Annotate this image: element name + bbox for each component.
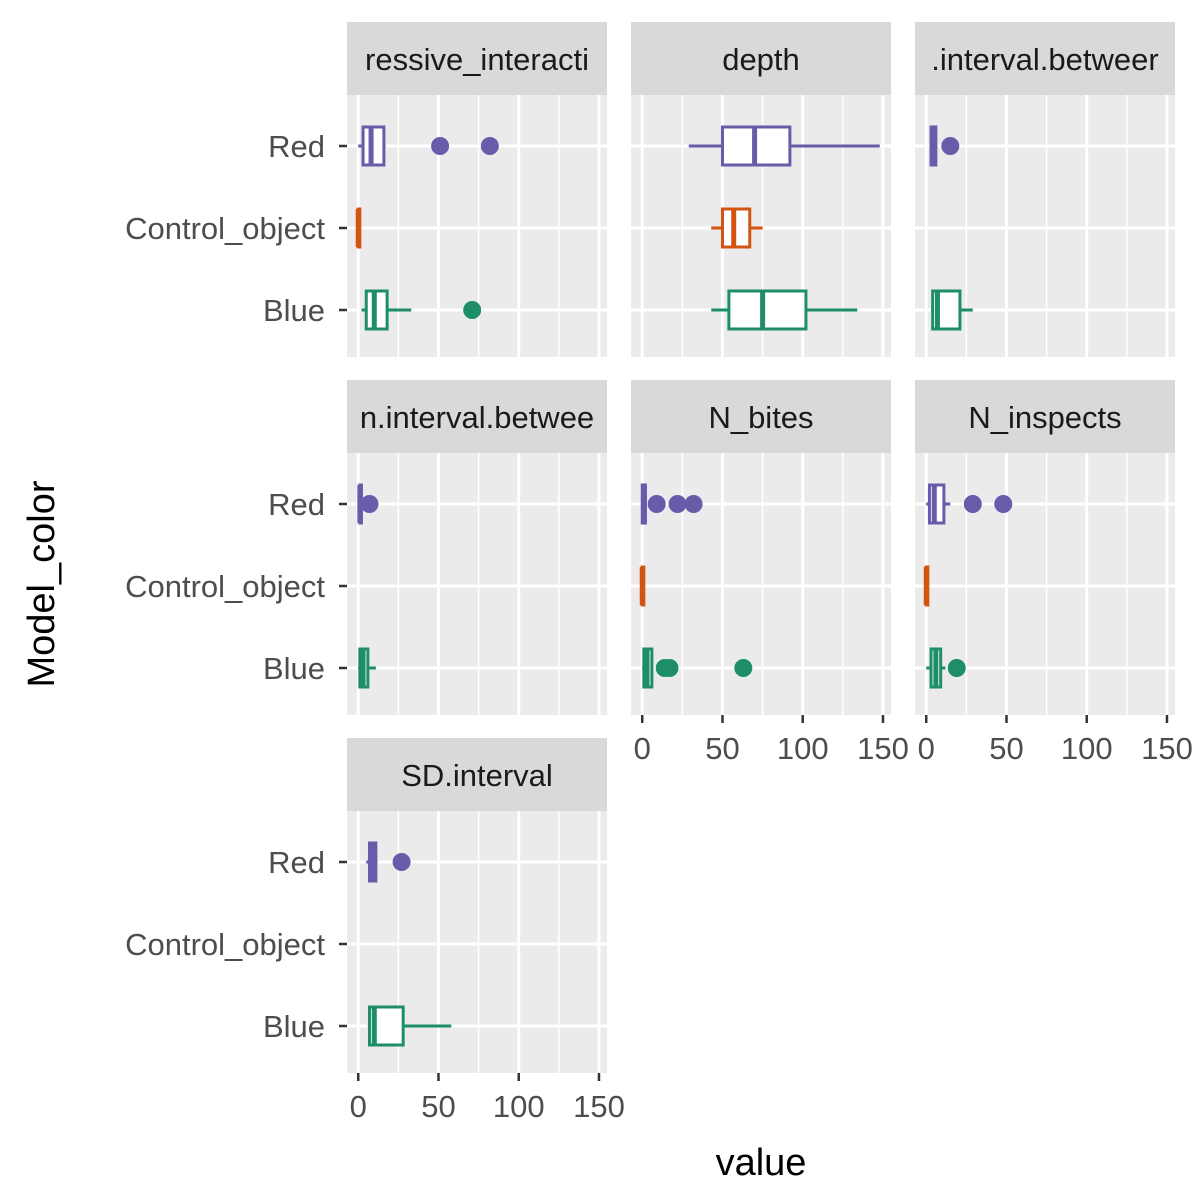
- category-label-control-object: Control_object: [125, 927, 325, 962]
- outlier-point: [941, 137, 960, 155]
- category-label-blue: Blue: [263, 293, 325, 328]
- boxplot-blue: [367, 1005, 452, 1047]
- category-labels-layer: Red Control_object Blue Red Control_object Bl…: [125, 129, 347, 1044]
- facet-panel: .interval.betweer: [915, 22, 1175, 357]
- x-tick-label: 100: [777, 731, 829, 766]
- facet-strip: [347, 22, 607, 95]
- facet-panel: SD.interval: [347, 738, 607, 1073]
- x-tick-label: 150: [1141, 731, 1193, 766]
- outlier-point: [947, 659, 966, 677]
- facet-strip: [915, 22, 1175, 95]
- facet-strip-label: n.interval.betwee: [360, 400, 594, 435]
- y-axis-title: Model_color: [21, 480, 63, 687]
- category-label-red: Red: [268, 487, 325, 522]
- outlier-point: [994, 495, 1013, 513]
- tick-labels-layer: 0 50 100 150 0 50 100 150 0 50 100 150: [350, 715, 1193, 1124]
- facet-panel: N_bites: [631, 380, 891, 715]
- facet-strip-label: N_inspects: [968, 400, 1121, 435]
- x-tick-label: 150: [573, 1089, 625, 1124]
- x-axis-title: value: [716, 1142, 807, 1184]
- x-tick-label: 0: [634, 731, 651, 766]
- boxplot-blue: [361, 289, 482, 331]
- boxplot-red: [688, 125, 880, 167]
- facet-panel: n.interval.betwee: [347, 380, 607, 715]
- facet-strip-label: SD.interval: [401, 758, 553, 793]
- boxplot-blue: [358, 647, 376, 689]
- facet-panel: depth: [631, 22, 891, 357]
- facet-strip: [631, 380, 891, 453]
- boxplot-red: [640, 483, 703, 525]
- x-tick-label: 100: [493, 1089, 545, 1124]
- facet-strip-label: N_bites: [708, 400, 813, 435]
- x-tick-label: 0: [918, 731, 935, 766]
- outlier-point: [360, 495, 379, 513]
- x-tick-label: 0: [350, 1089, 367, 1124]
- boxplot-red: [929, 125, 960, 167]
- category-label-blue: Blue: [263, 651, 325, 686]
- outlier-point: [963, 495, 982, 513]
- outlier-point: [668, 495, 687, 513]
- boxplot-control-object: [355, 207, 362, 249]
- facet-strip-label: depth: [722, 42, 800, 77]
- box-iqr: [727, 289, 808, 331]
- outlier-point: [734, 659, 753, 677]
- x-tick-label: 150: [857, 731, 909, 766]
- boxplot-blue: [711, 289, 858, 331]
- boxplot-control-object: [639, 565, 646, 607]
- boxplot-red: [926, 483, 1013, 525]
- boxplot-control-object: [923, 565, 930, 607]
- boxplot-red: [357, 483, 379, 525]
- facet-strip: [915, 380, 1175, 453]
- outlier-point: [431, 137, 450, 155]
- panel-background: [347, 453, 607, 715]
- outlier-point: [684, 495, 703, 513]
- category-label-control-object: Control_object: [125, 569, 325, 604]
- outlier-point: [463, 301, 482, 319]
- boxplot-red: [358, 125, 499, 167]
- x-tick-label: 100: [1061, 731, 1113, 766]
- category-label-red: Red: [268, 845, 325, 880]
- boxplot-blue: [931, 289, 973, 331]
- boxplot-blue: [642, 647, 753, 689]
- boxplot-red: [366, 841, 411, 883]
- facet-strip: [347, 738, 607, 811]
- facet-strip-label: .interval.betweer: [931, 42, 1158, 77]
- x-tick-label: 50: [705, 731, 739, 766]
- outlier-point: [480, 137, 499, 155]
- x-tick-label: 50: [989, 731, 1023, 766]
- facet-panel: ressive_interacti: [347, 22, 607, 357]
- facet-strip-label: ressive_interacti: [365, 42, 589, 77]
- category-label-red: Red: [268, 129, 325, 164]
- outlier-point: [647, 495, 666, 513]
- outlier-point: [392, 853, 411, 871]
- x-tick-label: 50: [421, 1089, 455, 1124]
- facet-panel: N_inspects: [915, 380, 1175, 715]
- boxplot-control-object: [711, 207, 763, 249]
- category-label-control-object: Control_object: [125, 211, 325, 246]
- outlier-point: [660, 659, 679, 677]
- facets-layer: ressive_interacti depth .interval.betweer n…: [347, 22, 1175, 1073]
- facet-strip: [631, 22, 891, 95]
- facet-strip: [347, 380, 607, 453]
- boxplot-blue: [926, 647, 966, 689]
- category-label-blue: Blue: [263, 1009, 325, 1044]
